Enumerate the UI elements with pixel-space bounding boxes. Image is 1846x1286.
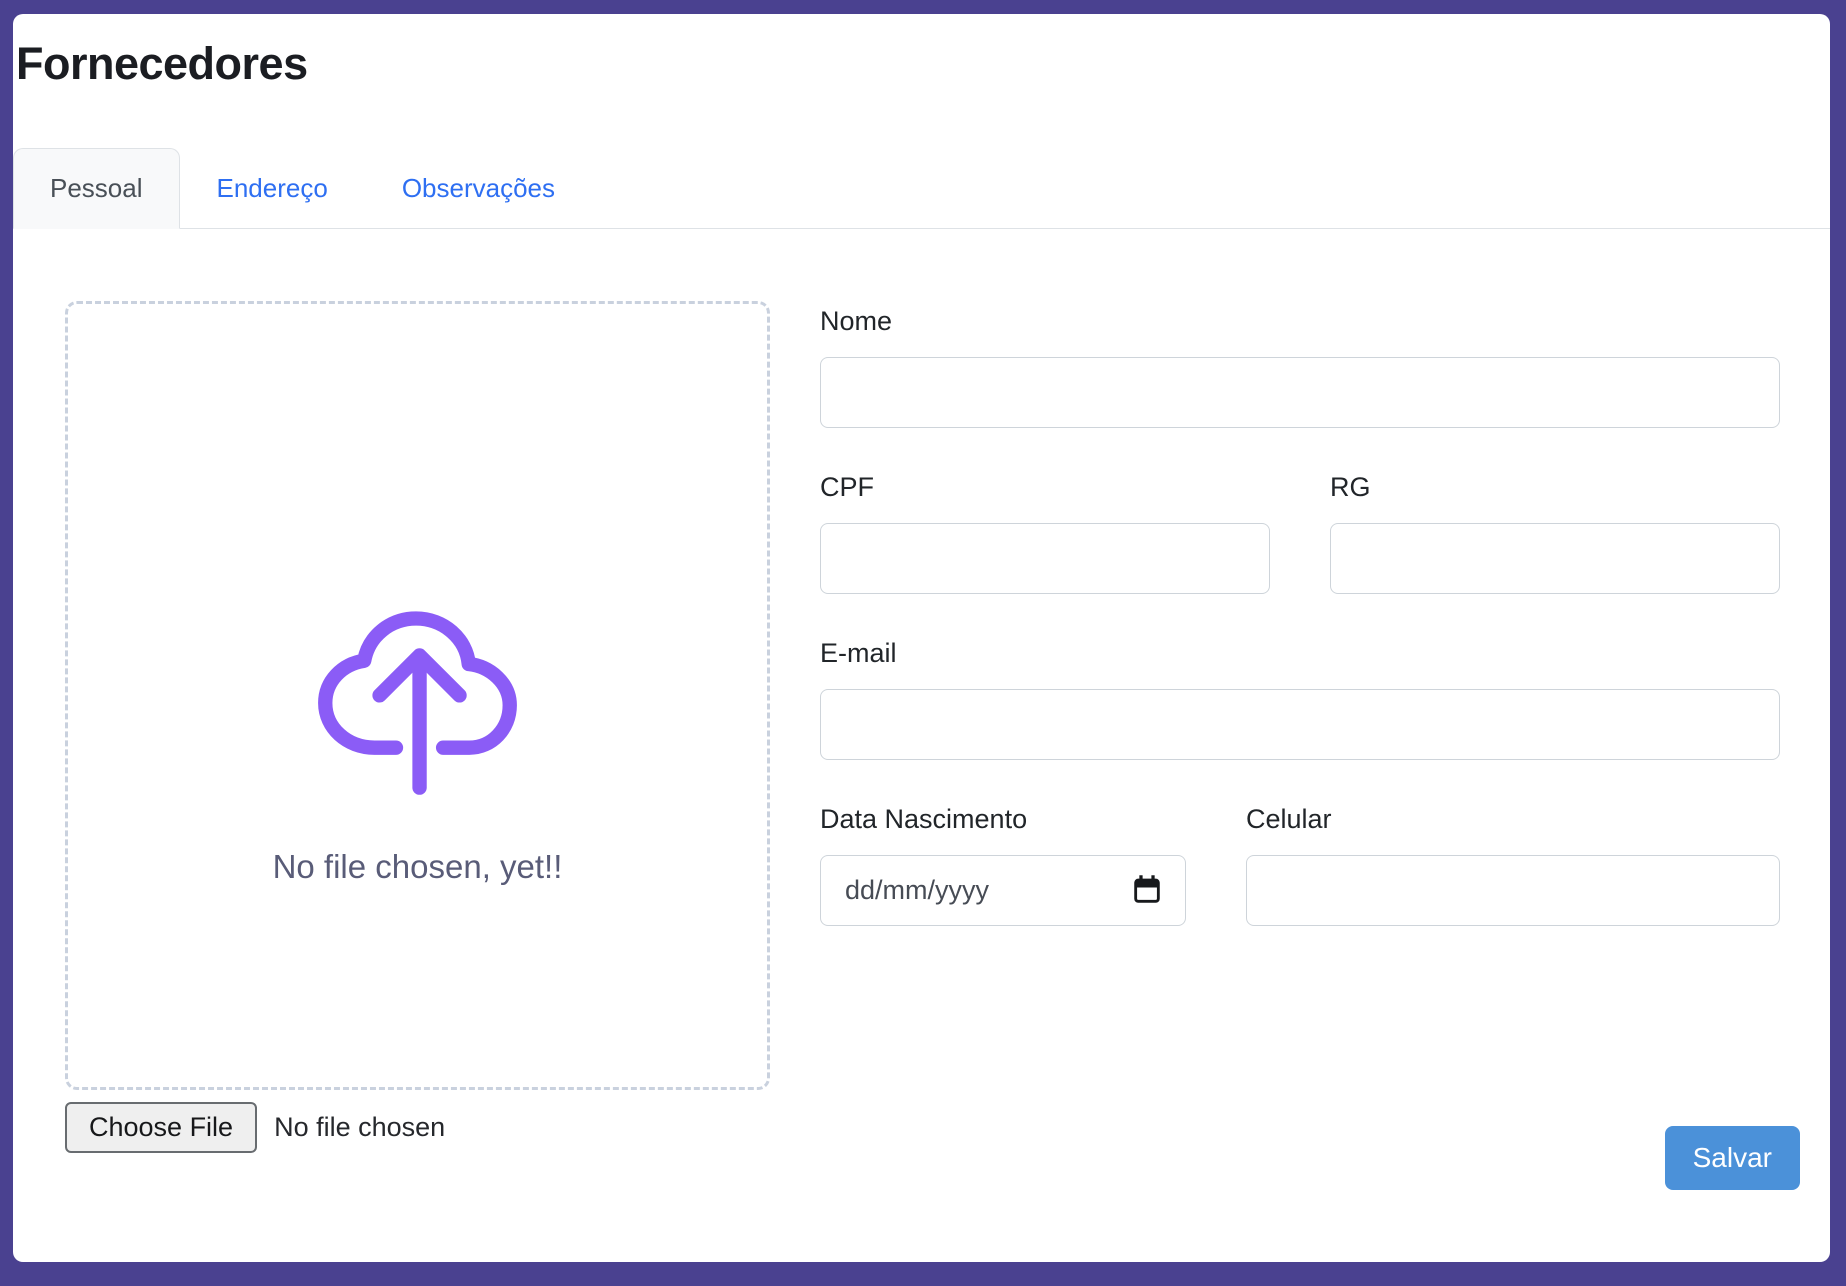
rg-input[interactable] bbox=[1330, 522, 1780, 594]
page-title: Fornecedores bbox=[16, 38, 308, 89]
file-input-row: Choose File No file chosen bbox=[65, 1101, 770, 1153]
nascimento-celular-row: Data Nascimento bbox=[820, 804, 1780, 970]
celular-field-group: Celular bbox=[1246, 804, 1780, 926]
celular-input[interactable] bbox=[1246, 854, 1780, 926]
nome-label: Nome bbox=[820, 305, 893, 336]
tab-pessoal[interactable]: Pessoal bbox=[13, 147, 180, 229]
email-label: E-mail bbox=[820, 637, 897, 668]
email-field-group: E-mail bbox=[820, 638, 1780, 760]
tab-endereco[interactable]: Endereço bbox=[216, 172, 328, 203]
save-button[interactable]: Salvar bbox=[1664, 1126, 1800, 1190]
supplier-form: Nome CPF RG E-mail Data Nascimen bbox=[820, 301, 1780, 1153]
email-input[interactable] bbox=[820, 688, 1780, 760]
dropzone-empty-text: No file chosen, yet!! bbox=[272, 848, 563, 886]
calendar-icon[interactable] bbox=[1130, 873, 1164, 907]
tab-observacoes[interactable]: Observações bbox=[401, 172, 555, 203]
data-nascimento-field-group: Data Nascimento bbox=[820, 804, 1186, 926]
cpf-rg-row: CPF RG bbox=[820, 472, 1780, 638]
file-status-text: No file chosen bbox=[274, 1111, 446, 1142]
tab-panel-pessoal: No file chosen, yet!! Choose File No fil… bbox=[13, 229, 1830, 1153]
data-nascimento-input[interactable] bbox=[820, 854, 1186, 926]
cloud-upload-icon bbox=[315, 604, 520, 802]
nome-field-group: Nome bbox=[820, 306, 1780, 428]
data-nascimento-label: Data Nascimento bbox=[820, 803, 1028, 834]
file-dropzone[interactable]: No file chosen, yet!! bbox=[65, 300, 770, 1090]
cpf-label: CPF bbox=[820, 471, 874, 502]
rg-label: RG bbox=[1330, 471, 1371, 502]
fornecedores-page: Fornecedores Pessoal Endereço Observaçõe… bbox=[13, 14, 1830, 1262]
celular-label: Celular bbox=[1246, 803, 1332, 834]
rg-field-group: RG bbox=[1330, 472, 1780, 594]
tab-bar: Pessoal Endereço Observações bbox=[13, 147, 1830, 229]
cpf-input[interactable] bbox=[820, 522, 1270, 594]
choose-file-button[interactable]: Choose File bbox=[65, 1101, 258, 1153]
photo-upload-section: No file chosen, yet!! Choose File No fil… bbox=[65, 300, 770, 1153]
nome-input[interactable] bbox=[820, 356, 1780, 428]
cpf-field-group: CPF bbox=[820, 472, 1270, 594]
